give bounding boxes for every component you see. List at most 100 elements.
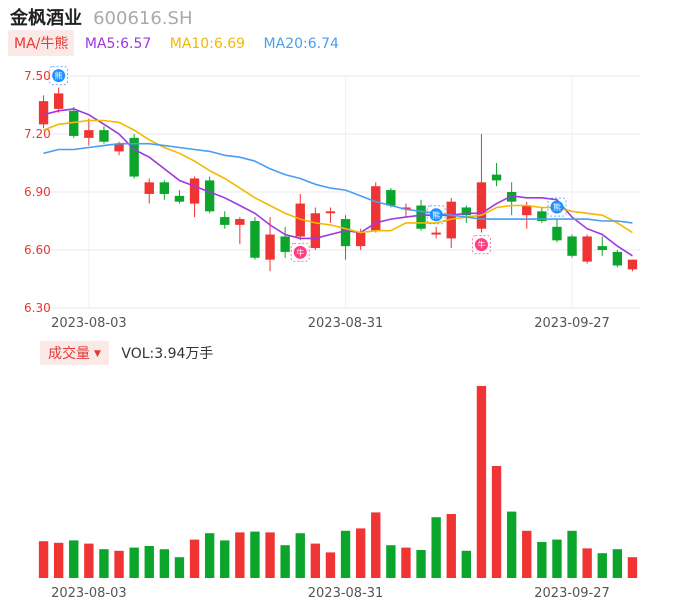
candle-body: [265, 234, 275, 260]
x-tick-label: 2023-08-31: [308, 316, 384, 331]
candle: [129, 134, 139, 179]
volume-bar: [371, 512, 381, 578]
candle-body: [38, 101, 49, 125]
candle: [431, 226, 441, 239]
volume-bar: [446, 514, 456, 578]
candle-body: [189, 178, 200, 204]
candle: [567, 234, 577, 258]
candle: [476, 134, 487, 233]
candle-body: [552, 226, 562, 241]
candle: [144, 178, 154, 204]
volume-bar: [235, 532, 245, 578]
volume-bar: [114, 550, 124, 578]
volume-bar: [431, 517, 441, 578]
y-tick-label: 6.30: [24, 301, 51, 315]
candle: [280, 226, 290, 258]
candle: [220, 211, 230, 229]
volume-bar: [295, 533, 305, 578]
candle: [340, 215, 351, 260]
candle-body: [461, 207, 472, 216]
candle-body: [537, 211, 547, 221]
candle: [174, 190, 185, 204]
volume-bar: [506, 511, 517, 578]
marker-dot: [52, 69, 66, 83]
stock-name: 金枫酒业: [10, 8, 82, 29]
volume-bar: [99, 549, 109, 578]
candle-body: [355, 232, 366, 247]
y-tick-label: 6.60: [24, 243, 51, 257]
candle-body: [491, 174, 502, 181]
candle-body: [295, 203, 305, 237]
moving-average-lines: [43, 108, 633, 257]
volume-bar: [491, 466, 502, 578]
x-tick-label: 2023-08-03: [51, 316, 127, 331]
marker-dot: [550, 200, 564, 214]
candle: [446, 197, 456, 249]
candle: [386, 188, 396, 208]
marker-dot: [293, 245, 307, 259]
candle: [401, 203, 411, 218]
volume-bar: [53, 542, 64, 578]
candle-body: [567, 236, 577, 256]
volume-bar: [340, 530, 351, 578]
candle-body: [69, 110, 79, 136]
volume-bar: [84, 543, 94, 578]
volume-bar: [159, 549, 170, 578]
candle: [84, 118, 94, 146]
candle-body: [401, 207, 411, 210]
candle: [295, 193, 305, 241]
marker-glyph: 牛: [296, 247, 304, 257]
volume-bar: [597, 553, 607, 578]
candle-body: [99, 130, 109, 142]
candle: [99, 126, 109, 144]
ma-indicator-button[interactable]: MA/牛熊: [8, 30, 75, 56]
volume-bar: [522, 530, 532, 578]
candle-body: [476, 182, 487, 229]
marker-frame: [290, 242, 310, 262]
volume-bar: [355, 528, 366, 578]
x-tick-label: 2023-08-31: [308, 586, 384, 601]
volume-button-label: 成交量: [48, 346, 90, 362]
candle-body: [340, 219, 351, 247]
candle: [325, 207, 336, 223]
marker-dot: [474, 238, 488, 252]
marker-frame: [471, 235, 491, 255]
candle-body: [250, 221, 260, 258]
x-tick-label: 2023-09-27: [534, 586, 610, 601]
volume-indicator-button[interactable]: 成交量 ▼: [40, 341, 109, 365]
candle: [491, 163, 502, 187]
candle-body: [431, 232, 441, 235]
candle-body: [204, 180, 215, 212]
candle: [250, 217, 260, 260]
candle-body: [416, 205, 426, 229]
candle-body: [53, 93, 64, 109]
volume-bar: [144, 546, 154, 578]
bear-marker-icon: 熊: [547, 197, 567, 217]
candle: [235, 217, 245, 245]
x-tick-label: 2023-08-03: [51, 586, 127, 601]
candle-body: [220, 217, 230, 225]
candle: [627, 259, 638, 272]
volume-bar: [189, 539, 200, 578]
candle: [38, 95, 49, 129]
volume-bar: [537, 542, 547, 578]
candle-body: [582, 236, 592, 262]
marker-glyph: 熊: [55, 71, 63, 81]
marker-glyph: 牛: [477, 240, 485, 250]
price-grid: [36, 75, 640, 309]
candle-body: [144, 182, 154, 194]
candle-body: [325, 211, 336, 214]
candle: [582, 234, 592, 264]
volume-bar: [582, 548, 592, 578]
volume-bar: [386, 545, 396, 578]
volume-bar: [69, 540, 79, 578]
candle-body: [386, 190, 396, 206]
candle-body: [627, 259, 638, 270]
price-date-axis: 2023-08-03 2023-08-31 2023-09-27: [51, 316, 610, 331]
volume-bar: [401, 547, 411, 578]
volume-bar: [204, 533, 215, 578]
chevron-down-icon: ▼: [94, 349, 101, 359]
ma-legend: MA/牛熊 MA5:6.57 MA10:6.69 MA20:6.74: [8, 30, 353, 56]
marker-frame: [426, 205, 446, 225]
